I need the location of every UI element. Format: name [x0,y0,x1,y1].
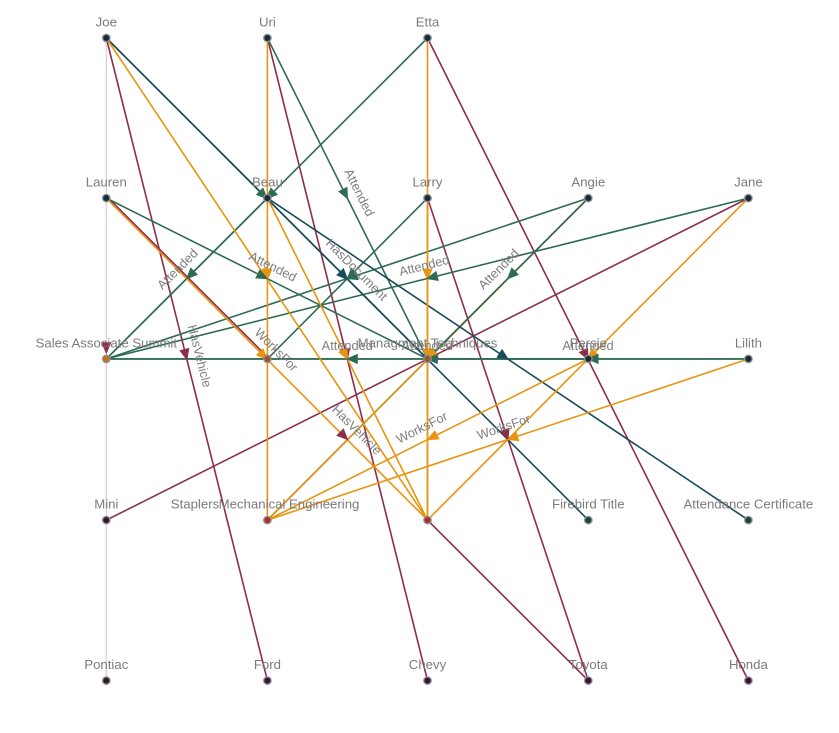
svg-text:Persie: Persie [570,335,607,350]
svg-text:Chevy: Chevy [409,657,447,672]
svg-text:Toyota: Toyota [569,657,609,672]
svg-text:Lilith: Lilith [735,335,762,350]
svg-text:Larry: Larry [412,175,442,190]
svg-text:Jane: Jane [734,175,763,190]
svg-text:Honda: Honda [729,657,769,672]
svg-text:Uri: Uri [259,15,276,30]
svg-text:Lauren: Lauren [86,175,127,190]
svg-text:Beau: Beau [252,175,283,190]
svg-text:Attendance Certificate: Attendance Certificate [684,497,814,512]
svg-text:Attended: Attended [402,338,453,353]
svg-text:Mini: Mini [94,497,118,512]
svg-text:Joe: Joe [96,15,117,30]
svg-text:Staplers: Staplers [171,497,220,512]
svg-text:Firebird Title: Firebird Title [552,497,625,512]
svg-text:Attended: Attended [322,338,373,353]
svg-text:Attended: Attended [562,338,613,353]
svg-text:Mechanical Engineering: Mechanical Engineering [219,497,360,512]
svg-text:Angie: Angie [571,175,605,190]
svg-text:Etta: Etta [416,15,440,30]
svg-text:Ford: Ford [254,657,281,672]
svg-text:Sales Associate Summit: Sales Associate Summit [36,335,178,350]
svg-text:Managment Techniques: Managment Techniques [358,335,498,350]
svg-text:Pontiac: Pontiac [84,657,128,672]
